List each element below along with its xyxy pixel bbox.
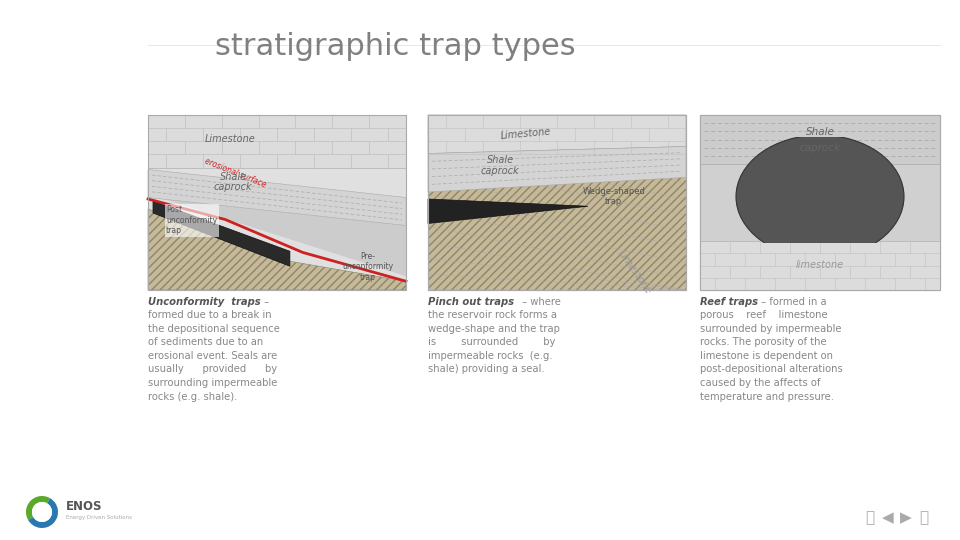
Bar <box>700 115 940 290</box>
Text: – formed in a: – formed in a <box>758 297 827 307</box>
Text: – where: – where <box>519 297 561 307</box>
Text: limestone: limestone <box>796 260 844 271</box>
Polygon shape <box>148 194 406 276</box>
Text: Limestone: Limestone <box>615 249 653 296</box>
Text: Shale
caprock: Shale caprock <box>481 154 519 176</box>
Polygon shape <box>148 209 406 290</box>
Text: Post
unconformity
trap: Post unconformity trap <box>166 206 217 235</box>
Text: Pre-
unconformity
trap: Pre- unconformity trap <box>343 252 394 282</box>
Bar <box>148 115 406 290</box>
Text: Shale: Shale <box>805 127 834 137</box>
Text: Wedge-shaped
trap: Wedge-shaped trap <box>583 186 645 206</box>
Ellipse shape <box>736 135 904 258</box>
Text: stratigraphic trap types: stratigraphic trap types <box>215 32 576 61</box>
Text: ⏭: ⏭ <box>920 510 928 525</box>
Text: ENOS: ENOS <box>66 501 103 514</box>
Text: Unconformity  traps: Unconformity traps <box>148 297 261 307</box>
Text: ▶: ▶ <box>900 510 912 525</box>
Text: Limestone: Limestone <box>500 127 552 141</box>
Bar <box>148 115 406 167</box>
Polygon shape <box>428 115 686 153</box>
Text: Limestone: Limestone <box>205 133 256 144</box>
Bar <box>428 115 686 290</box>
Circle shape <box>32 502 52 522</box>
Wedge shape <box>28 498 58 528</box>
Polygon shape <box>428 146 686 192</box>
Bar <box>700 241 940 290</box>
Polygon shape <box>148 170 406 226</box>
Bar <box>700 115 940 290</box>
Text: the reservoir rock forms a
wedge-shape and the trap
is        surrounded        : the reservoir rock forms a wedge-shape a… <box>428 310 560 374</box>
Bar <box>700 164 940 241</box>
Bar <box>428 115 686 290</box>
Text: erosional surface: erosional surface <box>203 156 267 189</box>
Bar <box>428 115 686 290</box>
Text: ⏮: ⏮ <box>865 510 875 525</box>
Text: ◀: ◀ <box>882 510 894 525</box>
Text: caprock: caprock <box>800 143 841 153</box>
Text: formed due to a break in
the depositional sequence
of sediments due to an
erosio: formed due to a break in the depositiona… <box>148 310 280 402</box>
Text: Pinch out traps: Pinch out traps <box>428 297 515 307</box>
Bar <box>700 115 940 164</box>
Wedge shape <box>26 496 50 520</box>
Text: Reef traps: Reef traps <box>700 297 758 307</box>
Bar <box>148 115 406 290</box>
Text: –: – <box>261 297 269 307</box>
Polygon shape <box>428 199 588 224</box>
Text: Energy Driven Solutions: Energy Driven Solutions <box>66 515 132 519</box>
Text: Shale: Shale <box>220 172 247 183</box>
Text: porous    reef    limestone
surrounded by impermeable
rocks. The porosity of the: porous reef limestone surrounded by impe… <box>700 310 843 402</box>
Polygon shape <box>153 201 290 266</box>
Text: caprock: caprock <box>214 183 252 192</box>
